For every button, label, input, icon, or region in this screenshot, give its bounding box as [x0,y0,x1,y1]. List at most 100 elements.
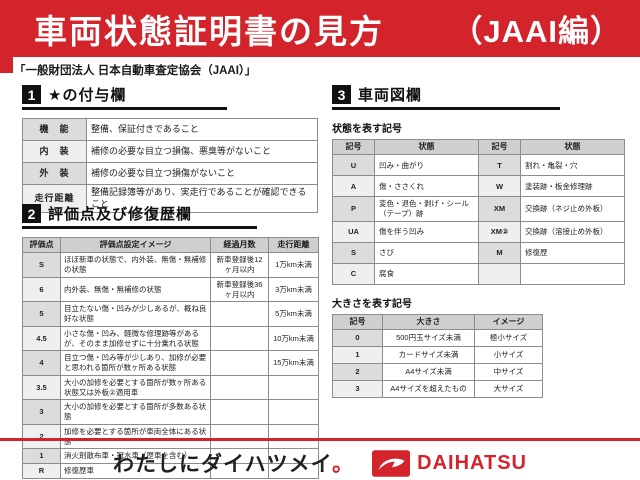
symbol-cell: XM [478,196,521,222]
symbol-cell: 1 [22,448,61,465]
table-row: 1 消火剤散布車・冠水車（歴車を含む） [22,448,319,465]
column-header: 経過月数 [210,236,269,254]
section2-underline [22,226,257,229]
table-row: 6 内外装、無傷・無補修の状態 新車登録後36ヶ月以内 3万km未満 [22,276,319,303]
value-cell: 極小サイズ [474,329,543,348]
section2-title: 評価点及び修復歴欄 [48,206,193,223]
symbol-cell: 6 [22,276,61,303]
section-star-column: 1 ★の付与欄 機 能整備、保証付きであること内 装補修の必要な目立つ損傷、悪臭… [22,84,318,214]
value-cell: 3万km未満 [268,276,319,303]
column-header: 記号 [332,313,383,331]
value-cell: 腐食 [374,262,479,285]
value-cell: 塗装跡・板金修理跡 [520,175,625,198]
condition-symbols-label: 状態を表す記号 [332,124,402,135]
table-row: 4.5 小さな傷・凹み、軽微な修理跡等があるが、そのまま加修せずに十分乗れる状態 1… [22,325,319,352]
value-cell: 変色・退色・剥げ・シール（テープ）跡 [374,196,479,222]
section1-title: ★の付与欄 [48,87,127,104]
symbol-cell: R [22,463,61,479]
table-row: 2 加修を必要とする箇所が車両全体にある状態 [22,423,319,450]
value-cell: 中サイズ [474,363,543,382]
value-cell [268,463,319,479]
value-cell: 大サイズ [474,380,543,399]
table-row: 0 500円玉サイズ未満 極小サイズ [332,329,543,348]
column-header: 走行距離 [268,236,319,254]
value-cell [520,262,625,285]
value-cell: 5万km未満 [268,301,319,327]
value-cell: 小さな傷・凹み、軽微な修理跡等があるが、そのまま加修せずに十分乗れる状態 [60,325,211,352]
size-symbols-label: 大きさを表す記号 [332,298,412,310]
value-cell: 傷・ささくれ [374,175,479,198]
value-cell: 1万km未満 [268,252,319,278]
section-vehicle-diagram-column: 3 車両図欄 状態を表す記号 記号 状態 記号 状態 U 凹み・曲がり T 割れ・亀裂・穴 A… [332,84,625,399]
value-cell: 小サイズ [474,346,543,365]
value-cell [268,374,319,401]
symbol-cell: 3.5 [22,374,61,401]
table-row: A 傷・ささくれ W 塗装跡・板金修理跡 [332,175,625,198]
symbol-cell: A [332,175,375,198]
value-cell: 新車登録後36ヶ月以内 [210,276,269,303]
size-symbols-table: 記号 大きさ イメージ 0 500円玉サイズ未満 極小サイズ 1 カードサイズ未満 小サイズ 2… [332,313,543,399]
table-row: S ほぼ新車の状態で、内外装、無傷・無補修の状態 新車登録後12ヶ月以内 1万km未満 [22,252,319,278]
table-row: S さび M 修復歴 [332,241,625,264]
section2-header: 2 評価点及び修復歴欄 [22,203,318,224]
table-row: U 凹み・曲がり T 割れ・亀裂・穴 [332,154,625,177]
value-cell: 内外装、無傷・無補修の状態 [60,276,211,303]
table-row: 3 大小の加修を必要とする箇所が多数ある状態 [22,399,319,425]
value-cell: ほぼ新車の状態で、内外装、無傷・無補修の状態 [60,252,211,278]
value-cell: さび [374,241,479,264]
symbol-cell: S [332,241,375,264]
symbol-cell: 3 [332,380,383,399]
page-title: 車両状態証明書の見方 [34,12,384,50]
symbol-cell: 3 [22,399,61,425]
value-cell: 大小の加修を必要とする箇所が数ヶ所ある状態又は外板②適用車 [60,374,211,401]
value-cell: 交換跡（溶接止め外板） [520,220,625,243]
issuer-subtitle: 「一般財団法人 日本自動車査定協会（JAAI）」 [14,65,257,77]
table-row: 内 装補修の必要な目立つ損傷、悪臭等がないこと [22,140,318,163]
red-divider-line [0,438,640,441]
value-cell: 大小の加修を必要とする箇所が多数ある状態 [60,399,211,425]
symbol-cell: 5 [22,301,61,327]
section3-underline [332,107,560,110]
value-cell: 傷を伴う凹み [374,220,479,243]
table-row: C 腐食 [332,262,625,285]
symbol-cell: 外 装 [22,162,87,185]
column-header: 記号 [478,138,521,156]
symbol-cell: W [478,175,521,198]
value-cell: 整備、保証付きであること [86,118,318,141]
evaluation-table: 評価点 評価点設定イメージ 経過月数 走行距離 S ほぼ新車の状態で、内外装、無傷・無補… [22,236,319,479]
symbol-cell: T [478,154,521,177]
value-cell: 目立たない傷・凹みが少しあるが、概ね良好な状態 [60,301,211,327]
value-cell: 500円玉サイズ未満 [382,329,475,348]
section1-header: 1 ★の付与欄 [22,84,318,105]
table-row: 1 カードサイズ未満 小サイズ [332,346,543,365]
value-cell: 凹み・曲がり [374,154,479,177]
section3-header: 3 車両図欄 [332,84,624,105]
star-criteria-table: 機 能整備、保証付きであること内 装補修の必要な目立つ損傷、悪臭等がないこと外 … [22,118,318,214]
column-header: 評価点設定イメージ [60,236,211,254]
symbol-cell: 2 [332,363,383,382]
value-cell [268,399,319,425]
section3-title: 車両図欄 [358,87,423,104]
table-row: 3.5 大小の加修を必要とする箇所が数ヶ所ある状態又は外板②適用車 [22,374,319,401]
daihatsu-brand: DAIHATSU [372,449,527,477]
value-cell: A4サイズ未満 [382,363,475,382]
symbol-cell [478,262,521,285]
value-cell [210,350,269,376]
symbol-cell: 2 [22,423,61,450]
table-row: 5 目立たない傷・凹みが少しあるが、概ね良好な状態 5万km未満 [22,301,319,327]
symbol-cell: UA [332,220,375,243]
value-cell: 修復歴 [520,241,625,264]
daihatsu-slogan: わたしにダイハツメイ。 [112,453,355,476]
value-cell: 補修の必要な目立つ損傷、悪臭等がないこと [86,140,318,163]
column-header: 大きさ [382,313,475,331]
symbol-cell: C [332,262,375,285]
value-cell [210,325,269,352]
value-cell [268,423,319,450]
value-cell [210,399,269,425]
symbol-cell: 4 [22,350,61,376]
symbol-cell: 1 [332,346,383,365]
table-row: 3 A4サイズを超えたもの 大サイズ [332,380,543,399]
column-header: 状態 [374,138,479,156]
symbol-cell: S [22,252,61,278]
